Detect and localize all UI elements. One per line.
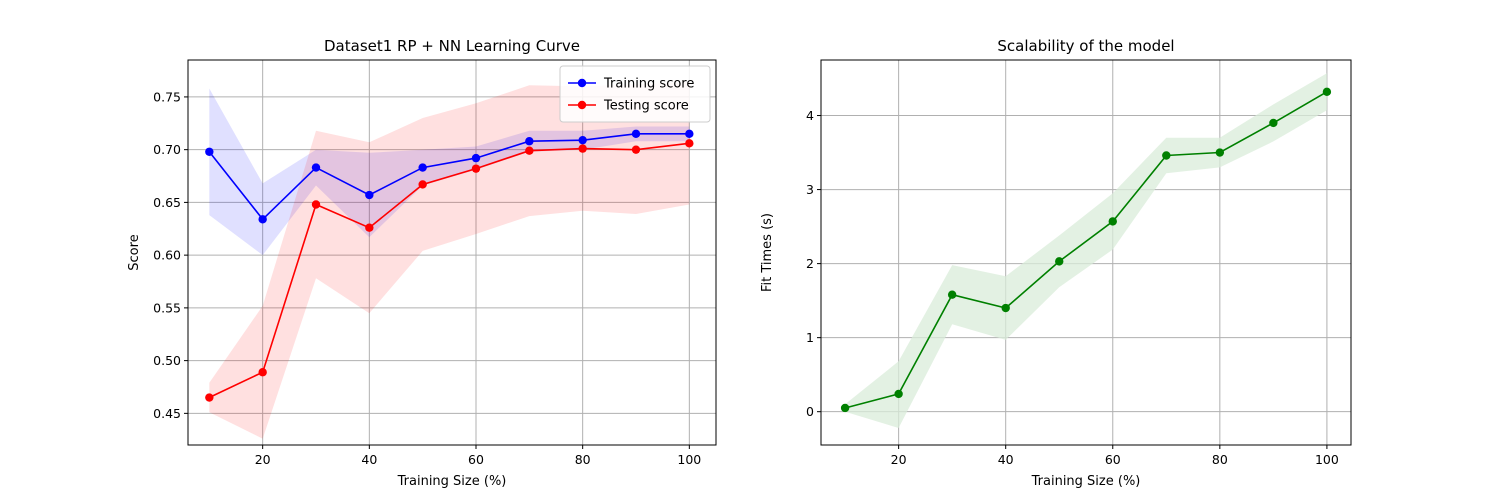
y-axis-label: Fit Times (s) <box>760 213 775 292</box>
y-tick-label: 0.70 <box>153 142 181 157</box>
legend: Training score Testing score <box>559 65 711 123</box>
y-axis-label: Score <box>127 234 142 270</box>
x-tick-label: 80 <box>575 452 591 467</box>
data-point <box>947 290 957 299</box>
data-point <box>365 223 374 232</box>
data-point <box>631 129 641 139</box>
data-point <box>1215 148 1225 157</box>
data-point <box>1108 217 1117 226</box>
data-point <box>418 163 427 172</box>
data-point <box>631 145 641 154</box>
x-axis-label: Training Size (%) <box>397 474 507 489</box>
x-axis-label: Training Size (%) <box>1031 474 1141 489</box>
x-tick-label: 80 <box>1212 452 1228 467</box>
data-point <box>1001 303 1010 313</box>
data-point <box>578 144 587 153</box>
data-point <box>1322 87 1332 97</box>
series-line <box>844 91 1328 409</box>
data-point <box>471 164 481 173</box>
data-point <box>258 215 267 224</box>
data-point <box>418 180 427 189</box>
y-tick-label: 0.55 <box>153 300 181 315</box>
y-tick-label: 0.60 <box>153 248 181 263</box>
y-tick-label: 0.50 <box>153 353 181 368</box>
data-point <box>840 403 850 413</box>
x-tick-label: 60 <box>468 452 484 467</box>
scalability-chart: 20 40 60 80 100 0 1 2 3 4 Scalability of the model… <box>760 37 1352 489</box>
data-point <box>205 393 214 402</box>
learning-curve-chart: 20 40 60 80 100 0.45 0.50 0.55 0.60 0.65 0.70 0.75 D… <box>127 37 717 489</box>
x-tick-label: 20 <box>891 452 907 467</box>
x-tick-label: 100 <box>677 452 701 467</box>
data-point <box>578 135 587 145</box>
confidence-band <box>845 73 1327 429</box>
x-tick-label: 40 <box>998 452 1014 467</box>
x-tick-label: 40 <box>361 452 377 467</box>
data-point <box>311 200 321 209</box>
legend-label: Training score <box>603 77 694 92</box>
legend-marker <box>577 100 587 110</box>
confidence-band <box>209 88 690 256</box>
data-point <box>471 153 481 163</box>
legend-box <box>559 65 711 123</box>
y-tick-label: 4 <box>806 108 814 123</box>
legend-label: Testing score <box>603 99 689 114</box>
y-tick-label: 2 <box>806 256 814 271</box>
y-tick-label: 0.65 <box>153 195 181 210</box>
legend-marker <box>577 78 587 88</box>
data-point <box>205 147 214 156</box>
series-line <box>208 133 690 221</box>
chart-title: Scalability of the model <box>997 37 1174 55</box>
data-point <box>525 146 534 155</box>
chart-title: Dataset1 RP + NN Learning Curve <box>324 37 580 55</box>
y-tick-label: 0.45 <box>153 406 181 421</box>
data-point <box>685 139 694 148</box>
data-point <box>365 190 374 200</box>
data-point <box>1055 257 1064 266</box>
y-tick-label: 0 <box>806 404 814 419</box>
data-point <box>1162 151 1171 160</box>
data-point <box>258 368 267 377</box>
x-tick-label: 60 <box>1105 452 1121 467</box>
y-tick-label: 3 <box>806 182 814 197</box>
confidence-band <box>209 82 690 439</box>
x-tick-label: 20 <box>255 452 271 467</box>
plot-frame <box>820 59 1352 446</box>
data-point <box>685 129 694 139</box>
data-point <box>894 389 903 399</box>
y-tick-label: 1 <box>806 330 814 345</box>
data-point <box>1269 118 1278 128</box>
x-tick-label: 100 <box>1315 452 1339 467</box>
series-line <box>208 142 690 399</box>
data-point <box>525 137 534 146</box>
y-tick-label: 0.75 <box>153 89 181 104</box>
data-point <box>311 163 321 172</box>
plot-frame <box>187 59 717 446</box>
